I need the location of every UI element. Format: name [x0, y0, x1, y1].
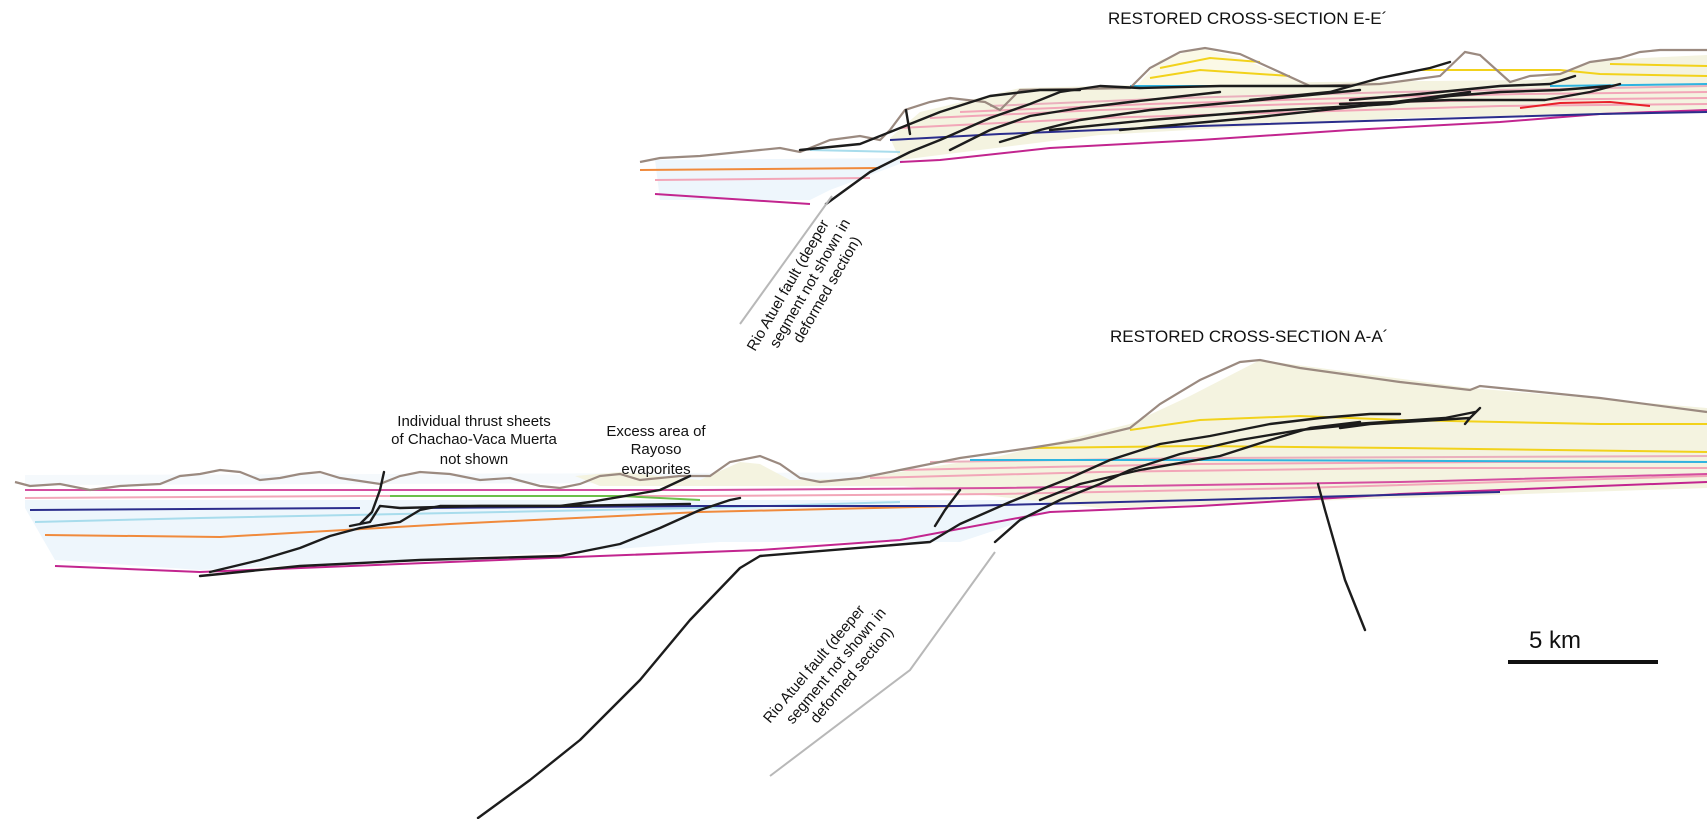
- aa-horizon-orange: [44, 505, 961, 539]
- ee-horizon-yellow-2: [1159, 56, 1707, 69]
- ee-fault-6: [1118, 90, 1472, 132]
- svg-text:Rayoso: Rayoso: [631, 441, 682, 458]
- aa-horizon-navy: [29, 491, 1501, 511]
- aa-horizon-magenta-thin: [25, 473, 1707, 491]
- aa-fault-hook: [1338, 416, 1472, 430]
- ee-upper-fill: [890, 55, 1707, 160]
- svg-text:not shown: not shown: [440, 451, 508, 468]
- aa-fault-deep-segment: [769, 551, 996, 777]
- aa-fault-flat-3: [348, 474, 692, 528]
- aa-fault-short-up: [1353, 406, 1482, 426]
- aa-fault-small-ramp: [933, 488, 962, 528]
- aa-fault-near-vertical: [1316, 482, 1367, 632]
- aa-fault-thrust-tip: [358, 470, 386, 526]
- ee-section-title: RESTORED CROSS-SECTION E-E´: [1108, 9, 1387, 28]
- ee-horizon-lightblue: [809, 149, 901, 153]
- svg-text:evaporites: evaporites: [621, 461, 690, 478]
- ee-fault-8: [1248, 60, 1452, 102]
- ee-fault-7: [1338, 82, 1622, 106]
- ee-horizon-red-lens: [1519, 100, 1651, 109]
- ee-fault-3: [948, 90, 1222, 152]
- ee-horizon-orange: [639, 167, 881, 171]
- aa-fault-branch-1: [993, 422, 1362, 544]
- ee-fault-small: [904, 108, 912, 136]
- ee-horizon-pink-lower: [654, 177, 871, 181]
- cross-section-ee: [639, 46, 1707, 325]
- ee-topography: [639, 46, 1707, 164]
- cross-section-aa: [14, 358, 1707, 819]
- svg-text:Individual thrust sheets: Individual thrust sheets: [397, 413, 550, 430]
- svg-text:segment not shown in: segment not shown in: [783, 605, 890, 728]
- ee-fault-9: [1348, 74, 1577, 102]
- aa-horizon-cyan: [970, 459, 1707, 463]
- ee-fault-2: [798, 88, 1082, 152]
- aa-topography: [14, 358, 1707, 492]
- aa-section-title: RESTORED CROSS-SECTION A-A´: [1110, 327, 1388, 346]
- ee-dome-fill: [1135, 48, 1300, 88]
- ee-fault-rio-atuel: [824, 84, 1352, 206]
- aa-horizon-magenta: [54, 481, 1707, 574]
- ee-horizon-yellow-1: [1149, 68, 1707, 79]
- scale-bar-label: 5 km: [1529, 627, 1581, 654]
- aa-horizon-pink-2: [869, 467, 1707, 479]
- scale-bar: 5 km: [1508, 627, 1658, 664]
- aa-fault-flat-1: [198, 496, 742, 578]
- svg-text:Excess area of: Excess area of: [606, 423, 706, 440]
- svg-text:of Chachao-Vaca Muerta: of Chachao-Vaca Muerta: [391, 431, 557, 448]
- aa-fault-branch-2: [1038, 420, 1362, 502]
- annotation-excess-area: Excess area of Rayoso evaporites: [606, 423, 706, 478]
- aa-fault-rio-atuel: [476, 412, 1402, 819]
- annotation-thrust-sheets: Individual thrust sheets of Chachao-Vaca…: [391, 413, 557, 468]
- aa-horizon-pink-1: [24, 475, 1707, 499]
- ee-fault-deep-segment: [739, 195, 833, 325]
- annotation-fault-aa: Rio Atuel fault (deeper segment not show…: [760, 602, 897, 728]
- aa-horizon-yellow-1: [1029, 444, 1707, 453]
